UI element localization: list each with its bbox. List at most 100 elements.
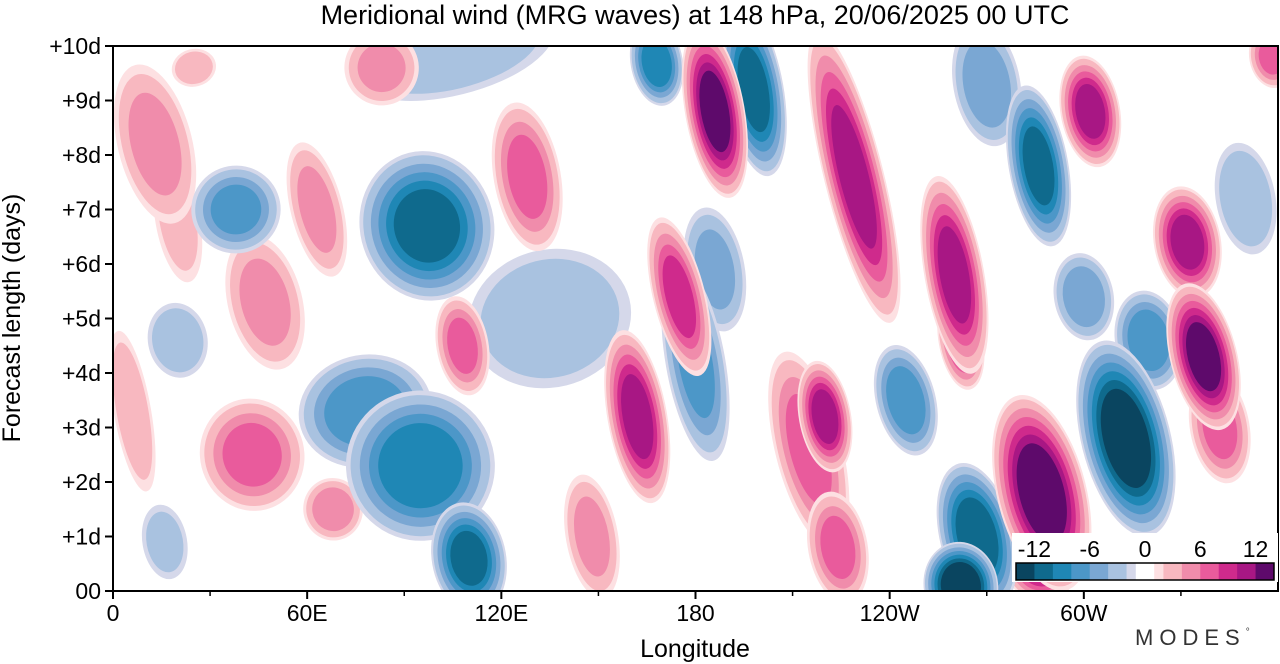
wind-feature bbox=[1005, 85, 1072, 247]
x-axis-label: Longitude bbox=[640, 635, 750, 663]
wind-contour bbox=[222, 422, 282, 487]
modes-logo-mark: ° bbox=[1246, 627, 1256, 638]
colorbar-swatch bbox=[1255, 563, 1275, 580]
wind-feature bbox=[191, 165, 281, 254]
wind-contour bbox=[1127, 309, 1170, 372]
colorbar-frame bbox=[1015, 562, 1275, 581]
wind-feature bbox=[147, 302, 208, 378]
wind-contour bbox=[940, 562, 981, 591]
x-tick-label: 0 bbox=[107, 600, 120, 626]
wind-contour bbox=[1219, 150, 1273, 247]
wind-contour bbox=[937, 226, 972, 324]
x-axis: 0 60E 120E 180 120W 60W bbox=[107, 591, 1182, 626]
wind-contour bbox=[641, 46, 672, 88]
y-tick-label: +5d bbox=[62, 306, 101, 332]
wind-contour bbox=[1016, 443, 1067, 543]
wind-feature bbox=[873, 345, 938, 456]
wind-contour bbox=[1062, 266, 1105, 328]
wind-feature bbox=[807, 46, 901, 323]
colorbar-swatch bbox=[1052, 563, 1072, 580]
wind-feature bbox=[923, 541, 999, 591]
colorbar-tick-label: 6 bbox=[1194, 536, 1207, 562]
wind-feature bbox=[564, 474, 620, 591]
wind-feature bbox=[1059, 55, 1122, 168]
wind-feature bbox=[286, 142, 348, 277]
wind-contour bbox=[393, 189, 461, 263]
wind-feature bbox=[604, 330, 671, 504]
wind-contour bbox=[694, 229, 736, 310]
wind-contour bbox=[450, 530, 488, 586]
wind-feature bbox=[920, 175, 989, 374]
x-tick-label: 120W bbox=[860, 600, 920, 626]
y-tick-label: +4d bbox=[62, 360, 101, 386]
colorbar-swatch bbox=[1016, 563, 1035, 580]
wind-contour bbox=[146, 511, 184, 573]
y-axis-label: Forecast length (days) bbox=[0, 194, 26, 443]
colorbar-tick-label: 12 bbox=[1243, 536, 1269, 562]
y-tick-label: +9d bbox=[62, 88, 101, 114]
x-tick-label: 180 bbox=[676, 600, 714, 626]
wind-contour bbox=[1022, 126, 1055, 206]
y-tick-label: 00 bbox=[75, 578, 101, 604]
wind-feature bbox=[468, 248, 632, 389]
wind-contour bbox=[737, 47, 770, 133]
wind-feature bbox=[199, 398, 305, 511]
colorbar-swatch bbox=[1154, 563, 1164, 580]
wind-contour bbox=[357, 46, 406, 93]
wind-feature bbox=[1166, 283, 1241, 431]
y-tick-label: +2d bbox=[62, 469, 101, 495]
wind-feature bbox=[345, 390, 495, 541]
wind-contour bbox=[113, 342, 153, 480]
wind-contour bbox=[128, 92, 182, 196]
y-tick-label: +10d bbox=[49, 33, 101, 59]
colorbar-swatch bbox=[1200, 563, 1220, 580]
wind-feature bbox=[141, 504, 188, 580]
wind-contour bbox=[886, 366, 926, 435]
colorbar-tick-label: 0 bbox=[1139, 536, 1152, 562]
chart-title: Meridional wind (MRG waves) at 148 hPa, … bbox=[321, 0, 1070, 30]
y-tick-label: +3d bbox=[62, 415, 101, 441]
wind-feature bbox=[113, 64, 197, 224]
wind-contour bbox=[507, 134, 548, 219]
wind-contour bbox=[699, 70, 731, 153]
wind-feature bbox=[629, 46, 684, 106]
colorbar-swatch bbox=[1089, 563, 1109, 580]
wind-contour bbox=[811, 389, 839, 444]
contour-field bbox=[113, 46, 1278, 591]
wind-contour bbox=[174, 51, 213, 85]
wind-contour bbox=[820, 515, 856, 580]
colorbar-tick-label: -12 bbox=[1018, 536, 1051, 562]
colorbar-swatch bbox=[1135, 563, 1155, 580]
x-tick-label: 60E bbox=[287, 600, 328, 626]
wind-feature bbox=[681, 46, 748, 198]
wind-contour bbox=[621, 374, 654, 460]
colorbar-swatch bbox=[1108, 563, 1128, 580]
modes-logo: MODES° bbox=[1135, 625, 1256, 650]
wind-feature bbox=[806, 491, 869, 591]
wind-contour bbox=[962, 46, 1012, 128]
wind-feature bbox=[952, 46, 1022, 147]
wind-feature bbox=[435, 296, 490, 396]
wind-feature bbox=[683, 207, 747, 332]
wind-feature bbox=[647, 217, 712, 377]
wind-feature bbox=[1076, 340, 1176, 537]
wind-feature bbox=[431, 502, 507, 591]
wind-contour bbox=[239, 258, 291, 346]
wind-contour bbox=[573, 496, 610, 577]
colorbar-swatch bbox=[1237, 563, 1257, 580]
wind-contour bbox=[1186, 322, 1222, 392]
x-tick-label: 60W bbox=[1060, 600, 1108, 626]
wind-contour bbox=[447, 317, 478, 374]
colorbar-swatch bbox=[1071, 563, 1091, 580]
colorbar-swatch bbox=[1034, 563, 1054, 580]
wind-contour bbox=[210, 184, 262, 235]
wind-contour bbox=[662, 255, 697, 339]
wind-contour bbox=[378, 423, 463, 509]
wind-feature bbox=[225, 234, 305, 370]
colorbar-swatch bbox=[1163, 563, 1183, 580]
colorbar-swatch bbox=[1126, 563, 1137, 580]
wind-contour bbox=[480, 258, 620, 379]
wind-contour bbox=[151, 308, 204, 373]
wind-contour bbox=[312, 487, 354, 532]
